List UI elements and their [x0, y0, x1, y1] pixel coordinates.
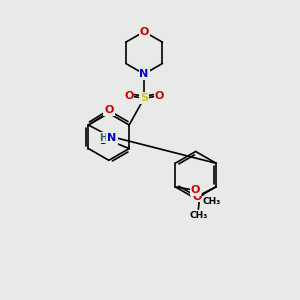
Text: CH₃: CH₃: [99, 137, 117, 146]
Text: S: S: [140, 93, 148, 103]
Text: N: N: [107, 133, 117, 142]
Text: O: O: [104, 105, 114, 115]
Text: CH₃: CH₃: [202, 197, 220, 206]
Text: O: O: [155, 91, 164, 101]
Text: O: O: [124, 91, 134, 101]
Text: O: O: [140, 27, 149, 37]
Text: O: O: [190, 185, 200, 195]
Text: CH₃: CH₃: [189, 211, 208, 220]
Text: H: H: [99, 133, 107, 142]
Text: O: O: [192, 191, 202, 202]
Text: N: N: [140, 69, 149, 79]
